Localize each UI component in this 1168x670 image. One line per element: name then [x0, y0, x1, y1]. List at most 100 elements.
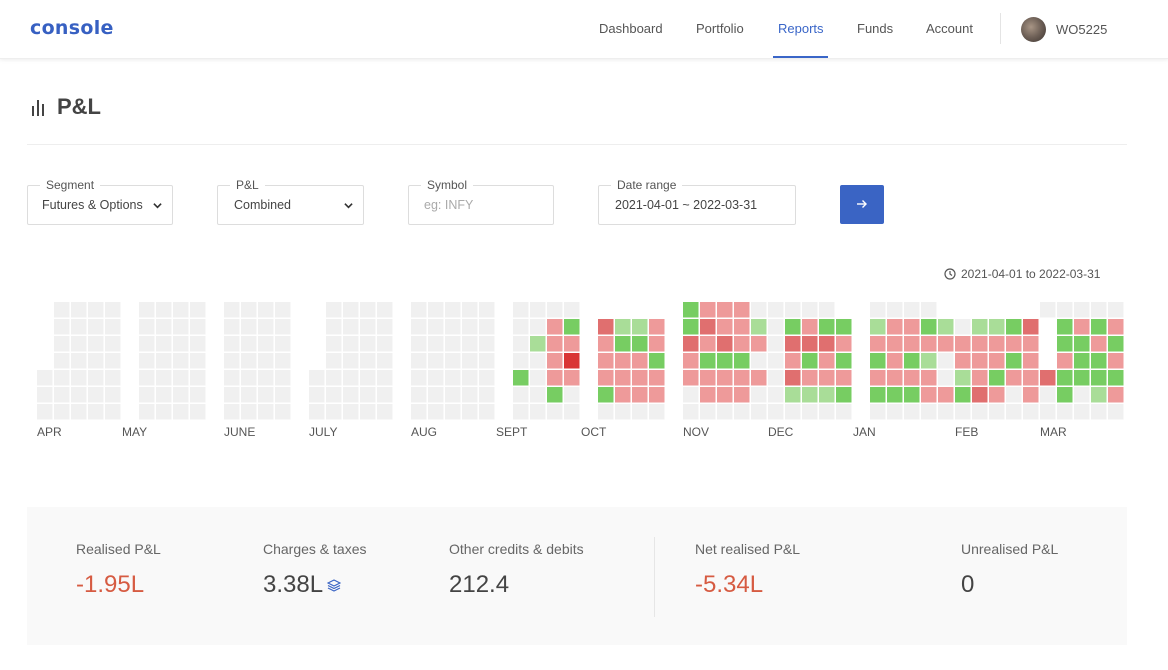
- heatmap-day-cell[interactable]: [819, 370, 835, 386]
- heatmap-day-cell[interactable]: [360, 319, 376, 335]
- heatmap-day-cell[interactable]: [105, 387, 121, 403]
- heatmap-day-cell[interactable]: [972, 319, 988, 335]
- heatmap-day-cell[interactable]: [241, 319, 257, 335]
- heatmap-day-cell[interactable]: [802, 404, 818, 420]
- heatmap-day-cell[interactable]: [428, 336, 444, 352]
- heatmap-day-cell[interactable]: [360, 404, 376, 420]
- heatmap-day-cell[interactable]: [530, 353, 546, 369]
- heatmap-day-cell[interactable]: [88, 387, 104, 403]
- heatmap-day-cell[interactable]: [564, 319, 580, 335]
- heatmap-day-cell[interactable]: [802, 302, 818, 318]
- heatmap-day-cell[interactable]: [1023, 387, 1039, 403]
- heatmap-day-cell[interactable]: [1023, 370, 1039, 386]
- heatmap-day-cell[interactable]: [54, 336, 70, 352]
- heatmap-day-cell[interactable]: [513, 353, 529, 369]
- heatmap-day-cell[interactable]: [887, 319, 903, 335]
- heatmap-day-cell[interactable]: [530, 404, 546, 420]
- heatmap-day-cell[interactable]: [615, 370, 631, 386]
- heatmap-day-cell[interactable]: [462, 370, 478, 386]
- heatmap-day-cell[interactable]: [649, 370, 665, 386]
- heatmap-day-cell[interactable]: [598, 353, 614, 369]
- heatmap-day-cell[interactable]: [411, 387, 427, 403]
- heatmap-day-cell[interactable]: [71, 319, 87, 335]
- heatmap-day-cell[interactable]: [836, 387, 852, 403]
- heatmap-day-cell[interactable]: [683, 370, 699, 386]
- heatmap-day-cell[interactable]: [598, 370, 614, 386]
- heatmap-day-cell[interactable]: [989, 404, 1005, 420]
- heatmap-day-cell[interactable]: [173, 319, 189, 335]
- heatmap-day-cell[interactable]: [105, 353, 121, 369]
- heatmap-day-cell[interactable]: [462, 353, 478, 369]
- heatmap-day-cell[interactable]: [887, 404, 903, 420]
- heatmap-day-cell[interactable]: [462, 404, 478, 420]
- heatmap-day-cell[interactable]: [156, 336, 172, 352]
- heatmap-day-cell[interactable]: [904, 336, 920, 352]
- heatmap-day-cell[interactable]: [972, 353, 988, 369]
- heatmap-day-cell[interactable]: [445, 370, 461, 386]
- heatmap-day-cell[interactable]: [479, 404, 495, 420]
- heatmap-day-cell[interactable]: [428, 370, 444, 386]
- heatmap-day-cell[interactable]: [1023, 353, 1039, 369]
- heatmap-day-cell[interactable]: [105, 302, 121, 318]
- heatmap-day-cell[interactable]: [258, 319, 274, 335]
- heatmap-day-cell[interactable]: [547, 370, 563, 386]
- heatmap-day-cell[interactable]: [955, 319, 971, 335]
- heatmap-day-cell[interactable]: [1091, 336, 1107, 352]
- heatmap-day-cell[interactable]: [462, 336, 478, 352]
- heatmap-day-cell[interactable]: [513, 404, 529, 420]
- heatmap-day-cell[interactable]: [1006, 404, 1022, 420]
- heatmap-day-cell[interactable]: [530, 370, 546, 386]
- user-avatar[interactable]: [1021, 17, 1046, 42]
- heatmap-day-cell[interactable]: [734, 387, 750, 403]
- heatmap-day-cell[interactable]: [462, 302, 478, 318]
- heatmap-day-cell[interactable]: [190, 387, 206, 403]
- heatmap-day-cell[interactable]: [1074, 302, 1090, 318]
- heatmap-day-cell[interactable]: [547, 387, 563, 403]
- heatmap-day-cell[interactable]: [241, 353, 257, 369]
- heatmap-day-cell[interactable]: [1006, 370, 1022, 386]
- heatmap-day-cell[interactable]: [88, 302, 104, 318]
- heatmap-day-cell[interactable]: [1091, 404, 1107, 420]
- heatmap-day-cell[interactable]: [904, 370, 920, 386]
- heatmap-day-cell[interactable]: [700, 319, 716, 335]
- heatmap-day-cell[interactable]: [802, 319, 818, 335]
- heatmap-day-cell[interactable]: [343, 353, 359, 369]
- heatmap-day-cell[interactable]: [547, 319, 563, 335]
- heatmap-day-cell[interactable]: [326, 302, 342, 318]
- heatmap-day-cell[interactable]: [683, 302, 699, 318]
- heatmap-day-cell[interactable]: [1074, 336, 1090, 352]
- heatmap-day-cell[interactable]: [615, 336, 631, 352]
- heatmap-day-cell[interactable]: [258, 336, 274, 352]
- heatmap-day-cell[interactable]: [564, 302, 580, 318]
- heatmap-day-cell[interactable]: [887, 302, 903, 318]
- heatmap-day-cell[interactable]: [938, 387, 954, 403]
- heatmap-day-cell[interactable]: [1108, 319, 1124, 335]
- heatmap-day-cell[interactable]: [1091, 302, 1107, 318]
- heatmap-day-cell[interactable]: [1108, 353, 1124, 369]
- heatmap-day-cell[interactable]: [445, 336, 461, 352]
- heatmap-day-cell[interactable]: [224, 319, 240, 335]
- segment-select[interactable]: Segment Futures & Options: [27, 178, 173, 225]
- heatmap-day-cell[interactable]: [241, 302, 257, 318]
- heatmap-day-cell[interactable]: [71, 353, 87, 369]
- heatmap-day-cell[interactable]: [547, 353, 563, 369]
- heatmap-day-cell[interactable]: [1108, 370, 1124, 386]
- heatmap-day-cell[interactable]: [615, 404, 631, 420]
- heatmap-day-cell[interactable]: [1108, 336, 1124, 352]
- heatmap-day-cell[interactable]: [479, 370, 495, 386]
- heatmap-day-cell[interactable]: [904, 319, 920, 335]
- heatmap-day-cell[interactable]: [921, 370, 937, 386]
- heatmap-day-cell[interactable]: [564, 336, 580, 352]
- heatmap-day-cell[interactable]: [513, 370, 529, 386]
- heatmap-day-cell[interactable]: [785, 370, 801, 386]
- heatmap-day-cell[interactable]: [241, 387, 257, 403]
- heatmap-day-cell[interactable]: [955, 370, 971, 386]
- heatmap-day-cell[interactable]: [445, 404, 461, 420]
- nav-portfolio[interactable]: Portfolio: [696, 21, 744, 36]
- heatmap-day-cell[interactable]: [819, 387, 835, 403]
- heatmap-day-cell[interactable]: [717, 353, 733, 369]
- heatmap-day-cell[interactable]: [921, 302, 937, 318]
- heatmap-day-cell[interactable]: [513, 336, 529, 352]
- heatmap-day-cell[interactable]: [836, 404, 852, 420]
- heatmap-day-cell[interactable]: [921, 387, 937, 403]
